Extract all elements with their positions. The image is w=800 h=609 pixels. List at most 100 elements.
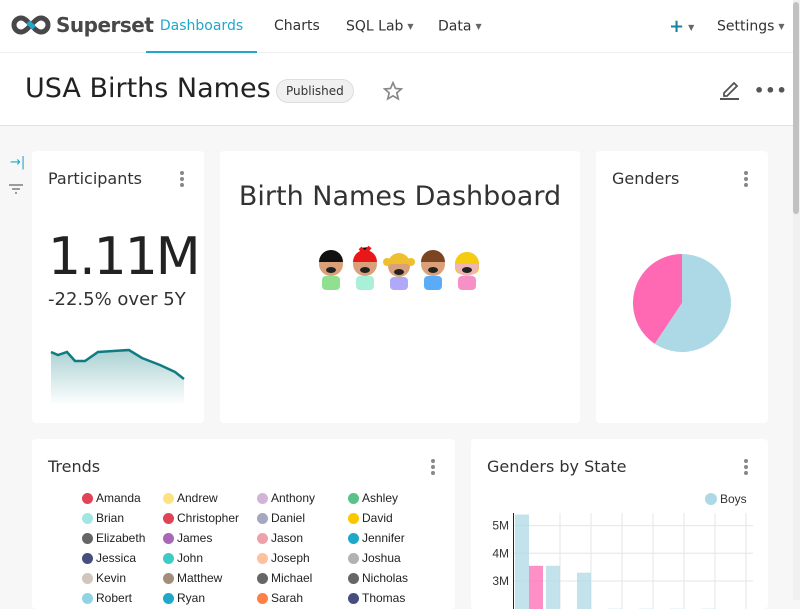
status-badge[interactable]: Published [276,79,354,103]
caret-down-icon: ▼ [475,22,481,31]
legend-label: Jennifer [362,531,405,545]
legend-item[interactable]: James [163,531,257,545]
legend-item[interactable]: Joshua [348,551,428,565]
legend-dot [82,573,93,584]
legend-dot [348,533,359,544]
trends-legend: Amanda Andrew Anthony Ashley Brian Christophe… [82,491,428,605]
superset-logo[interactable]: Superset [10,13,153,37]
superset-logo-icon [10,13,52,37]
legend-item[interactable]: John [163,551,257,565]
legend-label: John [177,551,203,565]
legend-item[interactable]: Nicholas [348,571,428,585]
legend-label: Joseph [271,551,310,565]
y-tick-label: 5M [492,519,509,533]
legend-label: Brian [96,511,124,525]
legend-item[interactable]: Ashley [348,491,428,505]
arrow-to-right-icon[interactable]: →| [10,155,25,170]
bar-chart: 3M4M5M [471,439,768,609]
legend-item[interactable]: David [348,511,428,525]
legend-item[interactable]: Andrew [163,491,257,505]
nav-data-label: Data [438,19,471,35]
legend-dot [82,533,93,544]
legend-item[interactable]: Joseph [257,551,348,565]
legend-label: Robert [96,591,132,605]
legend-label: Sarah [271,591,303,605]
legend-item[interactable]: Sarah [257,591,348,605]
legend-item[interactable]: Jason [257,531,348,545]
legend-dot [348,493,359,504]
caret-down-icon: ▼ [407,22,413,31]
legend-dot [163,513,174,524]
caret-down-icon: ▼ [778,22,784,31]
legend-item[interactable]: Thomas [348,591,428,605]
legend-label: David [362,511,393,525]
legend-dot [257,493,268,504]
legend-dot [257,593,268,604]
pie-chart [596,151,768,423]
legend-label: Daniel [271,511,305,525]
legend-dot [82,513,93,524]
card-title: Trends [48,457,100,476]
page-title[interactable]: USA Births Names [25,73,271,104]
legend-label: Ashley [362,491,398,505]
legend-dot [257,513,268,524]
legend-item[interactable]: Anthony [257,491,348,505]
legend-item[interactable]: Kevin [82,571,163,585]
legend-item[interactable]: Jessica [82,551,163,565]
page-scrollbar[interactable] [793,0,800,600]
nav-data[interactable]: Data ▼ [438,0,482,53]
legend-dot [163,533,174,544]
legend-label: Nicholas [362,571,408,585]
legend-label: Christopher [177,511,239,525]
legend-dot [348,553,359,564]
settings-menu[interactable]: Settings ▼ [717,0,785,53]
new-button[interactable]: +▼ [669,0,694,53]
legend-item[interactable]: Matthew [163,571,257,585]
legend-dot [348,593,359,604]
legend-dot [257,573,268,584]
bar-boys[interactable] [515,515,529,609]
legend-item[interactable]: Ryan [163,591,257,605]
plus-icon: + [669,16,684,37]
legend-item[interactable]: Robert [82,591,163,605]
legend-item[interactable]: Jennifer [348,531,428,545]
y-tick-label: 4M [492,546,509,560]
kebab-menu-icon[interactable] [431,459,435,477]
markdown-heading: Birth Names Dashboard [220,181,580,212]
legend-item[interactable]: Brian [82,511,163,525]
nav-sql-lab[interactable]: SQL Lab▼ [346,0,414,53]
scrollbar-thumb[interactable] [793,2,799,214]
trends-card: Trends Amanda Andrew Anthony Ashley Brian Chr… [32,439,455,609]
bar-boys[interactable] [577,573,591,609]
legend-label: Elizabeth [96,531,145,545]
legend-label: Matthew [177,571,222,585]
legend-item[interactable]: Christopher [163,511,257,525]
star-icon[interactable] [383,81,403,101]
legend-item[interactable]: Michael [257,571,348,585]
legend-label: Ryan [177,591,205,605]
caret-down-icon: ▼ [688,23,694,32]
legend-label: Andrew [177,491,218,505]
bar-boys[interactable] [546,566,560,609]
legend-label: Jason [271,531,303,545]
ellipsis-icon[interactable]: ••• [754,81,788,100]
participants-card: Participants 1.11M -22.5% over 5Y [32,151,204,423]
legend-item[interactable]: Elizabeth [82,531,163,545]
filter-icon[interactable] [9,183,23,195]
nav-dashboards[interactable]: Dashboards [146,0,257,53]
pencil-icon[interactable] [719,78,741,100]
legend-label: Michael [271,571,312,585]
bar-girls[interactable] [529,566,543,609]
cartoon-kids-image [314,244,484,299]
legend-label: Joshua [362,551,401,565]
legend-item[interactable]: Amanda [82,491,163,505]
legend-label: Amanda [96,491,141,505]
legend-dot [348,573,359,584]
legend-dot [257,533,268,544]
legend-label: Kevin [96,571,126,585]
legend-item[interactable]: Daniel [257,511,348,525]
nav-charts[interactable]: Charts [274,0,320,53]
settings-label: Settings [717,19,774,35]
legend-dot [82,553,93,564]
top-nav: Superset Dashboards Charts SQL Lab▼ Data… [0,0,793,53]
